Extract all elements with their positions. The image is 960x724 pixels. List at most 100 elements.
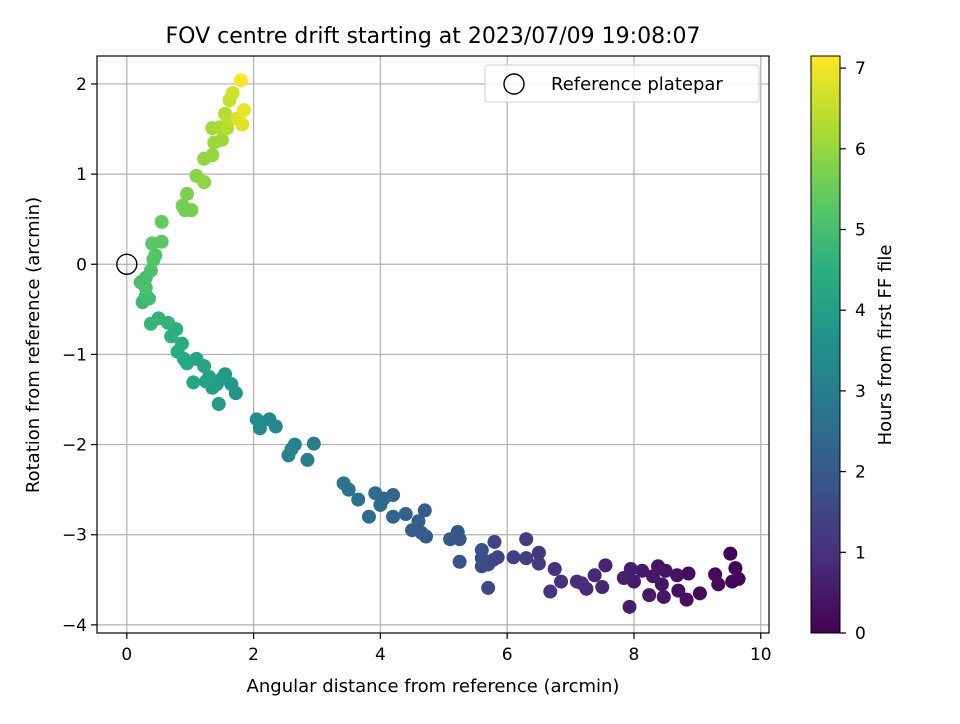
data-point bbox=[197, 175, 212, 190]
data-point bbox=[184, 203, 199, 218]
x-tick-label: 4 bbox=[375, 645, 386, 665]
y-axis-label: Rotation from reference (arcmin) bbox=[23, 197, 44, 493]
data-point bbox=[671, 583, 686, 598]
data-point bbox=[531, 556, 546, 571]
y-tick-label: −1 bbox=[62, 345, 87, 365]
colorbar-ticks: 0 1 2 3 4 5 6 7 bbox=[840, 59, 866, 644]
data-point bbox=[474, 543, 489, 558]
data-point bbox=[143, 316, 158, 331]
colorbar-gradient bbox=[810, 55, 841, 634]
data-point bbox=[443, 532, 458, 547]
data-point bbox=[138, 280, 153, 295]
data-point bbox=[642, 588, 657, 603]
colorbar-tick-label: 1 bbox=[855, 543, 866, 563]
data-point bbox=[452, 554, 467, 569]
colorbar-tick-label: 2 bbox=[855, 463, 866, 483]
y-tick-label: 1 bbox=[76, 165, 87, 185]
data-point bbox=[728, 561, 743, 576]
data-point bbox=[481, 580, 496, 595]
y-tick-label: −4 bbox=[62, 616, 87, 636]
data-point bbox=[386, 509, 401, 524]
data-point bbox=[148, 248, 163, 263]
colorbar-tick-label: 4 bbox=[855, 301, 866, 321]
data-point bbox=[587, 568, 602, 583]
data-point bbox=[368, 486, 383, 501]
data-point bbox=[398, 506, 413, 521]
data-point bbox=[708, 567, 723, 582]
data-point bbox=[211, 397, 226, 412]
data-point bbox=[205, 148, 220, 163]
data-point bbox=[180, 186, 195, 201]
data-point bbox=[616, 571, 631, 586]
data-point bbox=[725, 574, 740, 589]
data-point bbox=[519, 532, 534, 547]
data-point bbox=[141, 291, 156, 306]
reference-platepar-marker bbox=[116, 253, 138, 275]
x-tick-label: 0 bbox=[121, 645, 132, 665]
colorbar-tick-label: 3 bbox=[855, 382, 866, 402]
data-point bbox=[306, 436, 321, 451]
data-point bbox=[654, 577, 669, 592]
y-tick-label: −2 bbox=[62, 436, 87, 456]
data-point bbox=[154, 234, 169, 249]
legend: Reference platepar bbox=[484, 64, 760, 103]
data-point bbox=[692, 586, 707, 601]
y-tick-label: −3 bbox=[62, 526, 87, 546]
y-tick-label: 2 bbox=[76, 75, 87, 95]
data-point bbox=[547, 561, 562, 576]
data-point bbox=[622, 599, 637, 614]
data-point bbox=[214, 132, 229, 147]
data-point bbox=[679, 592, 694, 607]
data-point bbox=[506, 550, 521, 565]
data-point bbox=[199, 374, 214, 389]
data-point bbox=[519, 551, 534, 566]
data-point bbox=[170, 344, 185, 359]
colorbar-tick-label: 0 bbox=[855, 624, 866, 644]
data-point bbox=[681, 566, 696, 581]
data-point bbox=[336, 476, 351, 491]
data-point bbox=[262, 412, 277, 427]
data-point bbox=[405, 523, 420, 538]
data-point bbox=[543, 584, 558, 599]
data-point bbox=[351, 492, 366, 507]
data-point bbox=[237, 103, 252, 118]
data-point bbox=[373, 497, 388, 512]
colorbar-label: Hours from first FF file bbox=[875, 245, 896, 446]
x-axis-ticks: 0 2 4 6 8 10 bbox=[121, 633, 772, 665]
y-tick-label: 0 bbox=[76, 255, 87, 275]
data-point bbox=[670, 568, 685, 583]
colorbar-tick-label: 5 bbox=[855, 221, 866, 241]
colorbar-tick-label: 6 bbox=[855, 140, 866, 160]
data-point bbox=[143, 263, 158, 278]
data-point bbox=[225, 85, 240, 100]
legend-entry-reference-platepar: Reference platepar bbox=[551, 74, 723, 95]
data-point bbox=[249, 412, 264, 427]
data-point bbox=[487, 534, 502, 549]
data-point bbox=[235, 117, 250, 132]
legend-marker-open-circle bbox=[503, 73, 525, 95]
data-point bbox=[154, 214, 169, 229]
data-point bbox=[723, 546, 738, 561]
data-point bbox=[186, 375, 201, 390]
y-axis-ticks: −4 −3 −2 −1 0 1 2 bbox=[62, 75, 97, 636]
data-point bbox=[569, 574, 584, 589]
x-tick-label: 8 bbox=[629, 645, 640, 665]
plot-frame bbox=[96, 55, 770, 634]
data-point bbox=[635, 563, 650, 578]
scatter-points bbox=[133, 73, 746, 614]
legend-box bbox=[484, 64, 760, 103]
x-tick-label: 2 bbox=[248, 645, 259, 665]
colorbar: 0 1 2 3 4 5 6 7 Hours from first FF file bbox=[810, 55, 896, 644]
reference-marker-layer bbox=[116, 253, 138, 275]
data-point bbox=[645, 569, 660, 584]
x-tick-label: 10 bbox=[750, 645, 772, 665]
data-point bbox=[595, 580, 610, 595]
colorbar-tick-label: 7 bbox=[855, 59, 866, 79]
x-tick-label: 6 bbox=[502, 645, 513, 665]
data-point bbox=[598, 558, 613, 573]
data-point bbox=[656, 589, 671, 604]
x-axis-label: Angular distance from reference (arcmin) bbox=[247, 676, 620, 697]
data-point bbox=[233, 73, 248, 88]
